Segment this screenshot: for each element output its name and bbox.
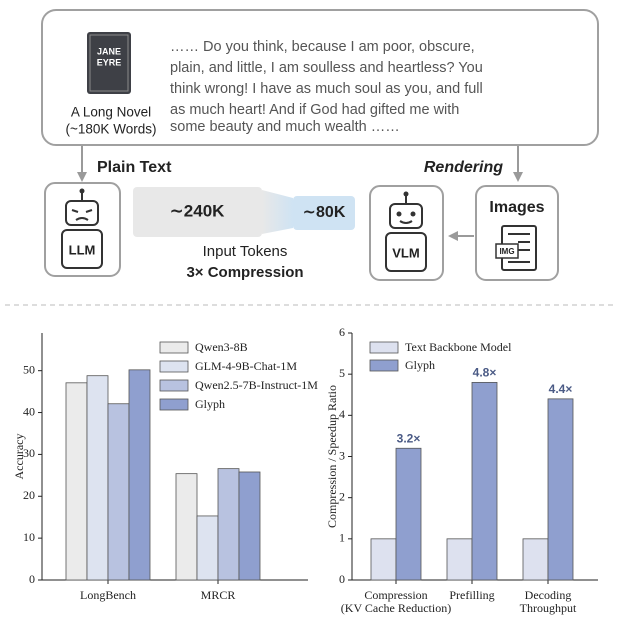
compression-label: 3× Compression [186,264,303,281]
y-tick-label: 0 [29,572,35,586]
vlm-label: VLM [392,245,419,260]
bar [395,447,422,581]
legend-swatch [159,360,189,373]
bar [370,538,397,581]
y-tick-label: 10 [23,530,35,544]
legend-swatch [159,398,189,411]
x-tick-label: MRCR [201,588,236,602]
y-tick-label: 6 [339,325,345,339]
x-tick-label: LongBench [80,588,136,602]
y-tick-label: 30 [23,446,35,460]
book-cover: JANE [97,46,121,56]
legend-label: Text Backbone Model [405,340,512,354]
legend-label: Glyph [405,358,435,372]
input-tokens-label: Input Tokens [203,243,288,260]
x-tick-label: Prefilling [449,588,494,602]
bar [86,375,109,581]
value-label: 4.4× [549,382,573,396]
book-cover: EYRE [97,57,122,67]
x-tick-label: Decoding [525,588,572,602]
bar [128,369,151,581]
y-axis-label: Accuracy [12,434,26,480]
quote-line: think wrong! I have as much soul as you,… [170,81,483,97]
bar [107,403,130,581]
x-tick-label: Throughput [520,601,577,615]
y-tick-label: 1 [339,531,345,545]
bar [471,381,498,581]
plain-text-label: Plain Text [97,159,172,176]
rendering-label: Rendering [424,159,503,176]
tokens-before-box [133,187,262,237]
bar [446,538,473,581]
bar [217,468,240,581]
y-tick-label: 50 [23,362,35,376]
value-label: 4.8× [473,366,497,380]
bar [196,515,219,581]
tokens-before: ∼240K [170,201,226,220]
llm-robot [61,188,103,269]
value-label: 3.2× [397,431,421,445]
bar [547,398,574,581]
tokens-after: ∼80K [303,204,346,221]
y-axis-label: Compression / Speedup Ratio [325,385,339,528]
tokens-after-box [293,196,355,230]
y-tick-label: 3 [339,448,345,462]
legend-swatch [159,379,189,392]
legend-label: Qwen2.5-7B-Instruct-1M [195,378,318,392]
images-label: Images [489,199,544,216]
llm-label: LLM [69,242,96,257]
quote-line: some beauty and much wealth …… [170,119,400,135]
legend-label: GLM-4-9B-Chat-1M [195,359,297,373]
legend-label: Glyph [195,397,225,411]
img-label: IMG [499,247,514,256]
y-tick-label: 2 [339,489,345,503]
book-label: (~180K Words) [66,122,157,137]
legend-label: Qwen3-8B [195,340,248,354]
legend-swatch [159,341,189,354]
quote-box [41,9,599,146]
vlm-robot [385,191,427,272]
bar [175,473,198,581]
bar [65,382,88,581]
x-tick-label: Compression [364,588,427,602]
y-tick-label: 0 [339,572,345,586]
token-flow [262,190,293,234]
quote-line: …… Do you think, because I am poor, obsc… [170,39,475,55]
y-tick-label: 20 [23,488,35,502]
y-tick-label: 40 [23,404,35,418]
legend-swatch [369,341,399,354]
legend-swatch [369,359,399,372]
quote-line: plain, and little, I am soulless and hea… [170,60,483,76]
quote-line: as much heart! And if God had gifted me … [170,102,459,118]
x-tick-label: (KV Cache Reduction) [341,601,451,615]
document-icon [495,225,537,271]
y-tick-label: 5 [339,366,345,380]
bar [238,471,261,581]
book-label: A Long Novel [71,105,151,120]
bar [522,538,549,581]
book [87,32,131,94]
y-tick-label: 4 [339,407,345,421]
